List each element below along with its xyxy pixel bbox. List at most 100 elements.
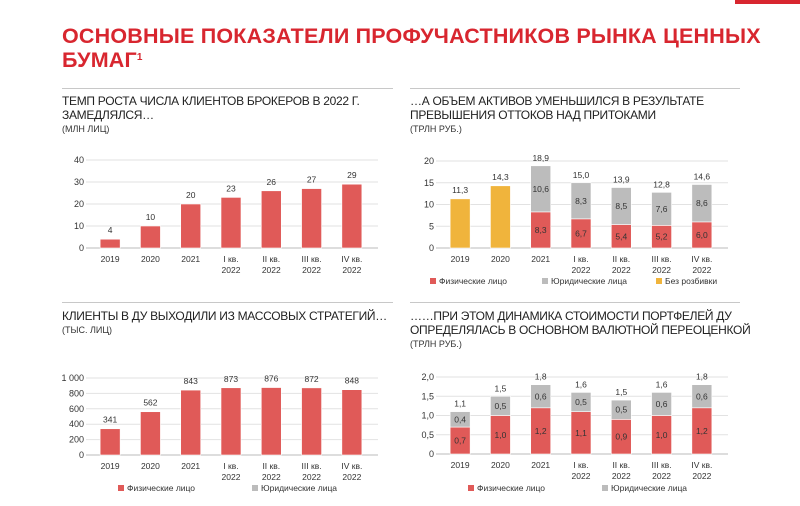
x-tick-line: 2021 xyxy=(181,461,200,471)
x-tick-line: 2019 xyxy=(101,461,120,471)
total-label: 341 xyxy=(103,415,117,425)
chart-title: …А ОБЪЕМ АКТИВОВ УМЕНЬШИЛСЯ В РЕЗУЛЬТАТЕ… xyxy=(410,94,704,122)
total-label: 1,8 xyxy=(696,372,708,382)
total-label: 13,9 xyxy=(613,175,630,185)
total-label: 29 xyxy=(347,170,357,180)
x-tick-label: 2020 xyxy=(141,254,160,264)
total-label: 20 xyxy=(186,190,196,200)
segment-label: 1,2 xyxy=(535,426,547,436)
y-tick-label: 200 xyxy=(69,435,84,445)
bar-unsplit xyxy=(449,198,471,249)
x-tick-line: II кв. xyxy=(262,461,280,471)
total-label: 876 xyxy=(264,374,278,384)
x-tick-line: 2021 xyxy=(531,460,550,470)
x-tick-line: 2020 xyxy=(141,461,160,471)
segment-label: 6,0 xyxy=(696,230,708,240)
x-tick-label: 2021 xyxy=(181,254,200,264)
bar-individuals xyxy=(341,183,363,249)
x-tick-line: 2020 xyxy=(141,254,160,264)
x-tick-line: I кв. xyxy=(573,460,588,470)
segment-label: 0,9 xyxy=(615,432,627,442)
x-tick-line: 2022 xyxy=(612,471,631,481)
total-label: 18,9 xyxy=(532,153,549,163)
total-label: 562 xyxy=(143,398,157,408)
x-tick-line: 2022 xyxy=(342,472,361,482)
bar-legal xyxy=(651,392,672,416)
divider xyxy=(62,302,393,303)
bar-individuals xyxy=(341,389,363,456)
legend-swatch xyxy=(542,278,548,284)
x-tick-line: II кв. xyxy=(262,254,280,264)
x-tick-line: 2019 xyxy=(451,460,470,470)
total-label: 4 xyxy=(108,225,113,235)
total-label: 1,5 xyxy=(495,383,507,393)
bar-legal xyxy=(610,187,632,225)
chart-header: …А ОБЪЕМ АКТИВОВ УМЕНЬШИЛСЯ В РЕЗУЛЬТАТЕ… xyxy=(410,94,755,135)
divider xyxy=(410,88,740,89)
total-label: 26 xyxy=(267,177,277,187)
segment-label: 1,0 xyxy=(656,430,668,440)
x-tick-label: II кв. 2022 xyxy=(612,254,631,275)
x-tick-label: 2019 xyxy=(451,254,470,264)
chart-title: ……ПРИ ЭТОМ ДИНАМИКА СТОИМОСТИ ПОРТФЕЛЕЙ … xyxy=(410,309,751,337)
legend-swatch xyxy=(656,278,662,284)
divider xyxy=(62,88,393,89)
total-label: 848 xyxy=(345,376,359,386)
segment-label: 10,6 xyxy=(532,184,549,194)
total-label: 872 xyxy=(304,374,318,384)
x-tick-line: 2019 xyxy=(451,254,470,264)
y-tick-label: 0 xyxy=(79,450,84,460)
x-tick-line: 2022 xyxy=(302,472,321,482)
bar-legal xyxy=(530,384,552,409)
bar-individuals xyxy=(140,411,161,456)
chart-title: КЛИЕНТЫ В ДУ ВЫХОДИЛИ ИЗ МАССОВЫХ СТРАТЕ… xyxy=(62,309,387,323)
x-tick-label: 2021 xyxy=(181,461,200,471)
segment-label: 5,4 xyxy=(615,231,627,241)
y-tick-label: 20 xyxy=(424,156,434,166)
x-tick-label: 2020 xyxy=(141,461,160,471)
x-tick-line: IV кв. xyxy=(691,460,712,470)
bar-legal xyxy=(570,182,592,220)
x-tick-line: 2020 xyxy=(491,254,510,264)
bar-unsplit xyxy=(490,185,511,249)
segment-label: 1,0 xyxy=(495,430,507,440)
x-tick-label: III кв. 2022 xyxy=(652,254,672,275)
x-tick-line: II кв. xyxy=(612,254,630,264)
chart-1: 0 5 10 15 20 11,3 2019 14,3 2020 8,3 10,6 18,9 2021 6… xyxy=(424,153,728,286)
x-tick-line: 2022 xyxy=(222,472,241,482)
total-label: 1,6 xyxy=(575,379,587,389)
total-label: 843 xyxy=(184,376,198,386)
x-tick-line: I кв. xyxy=(573,254,588,264)
segment-label: 0,7 xyxy=(454,436,466,446)
chart-unit: (ТРЛН РУБ.) xyxy=(410,124,462,134)
legend-label: Физические лицо xyxy=(127,483,195,493)
x-tick-line: 2021 xyxy=(181,254,200,264)
x-tick-label: II кв. 2022 xyxy=(612,460,631,481)
x-tick-label: I кв. 2022 xyxy=(222,254,241,275)
legend-label: Юридические лица xyxy=(261,483,337,493)
x-tick-line: IV кв. xyxy=(341,461,362,471)
divider xyxy=(410,302,740,303)
x-tick-label: 2020 xyxy=(491,254,510,264)
segment-label: 0,6 xyxy=(535,391,547,401)
x-tick-label: II кв. 2022 xyxy=(262,461,281,482)
segment-label: 0,4 xyxy=(454,414,466,424)
y-tick-label: 5 xyxy=(429,221,434,231)
x-tick-label: IV кв. 2022 xyxy=(341,461,362,482)
x-tick-line: 2022 xyxy=(652,471,671,481)
y-tick-label: 800 xyxy=(69,388,84,398)
y-tick-label: 20 xyxy=(74,199,84,209)
y-tick-label: 40 xyxy=(74,155,84,165)
page-title: ОСНОВНЫЕ ПОКАЗАТЕЛИ ПРОФУЧАСТНИКОВ РЫНКА… xyxy=(62,24,762,72)
legend-label: Без розбивки xyxy=(665,276,717,286)
x-tick-line: IV кв. xyxy=(341,254,362,264)
page-title-text: ОСНОВНЫЕ ПОКАЗАТЕЛИ ПРОФУЧАСТНИКОВ РЫНКА… xyxy=(62,24,761,72)
y-tick-label: 1,5 xyxy=(421,391,434,401)
bar-individuals xyxy=(220,197,242,249)
x-tick-line: II кв. xyxy=(612,460,630,470)
x-tick-line: III кв. xyxy=(652,254,672,264)
segment-label: 1,2 xyxy=(696,426,708,436)
chart-header: ТЕМП РОСТА ЧИСЛА КЛИЕНТОВ БРОКЕРОВ В 202… xyxy=(62,94,407,135)
legend-swatch xyxy=(602,485,608,491)
legend-swatch xyxy=(118,485,124,491)
